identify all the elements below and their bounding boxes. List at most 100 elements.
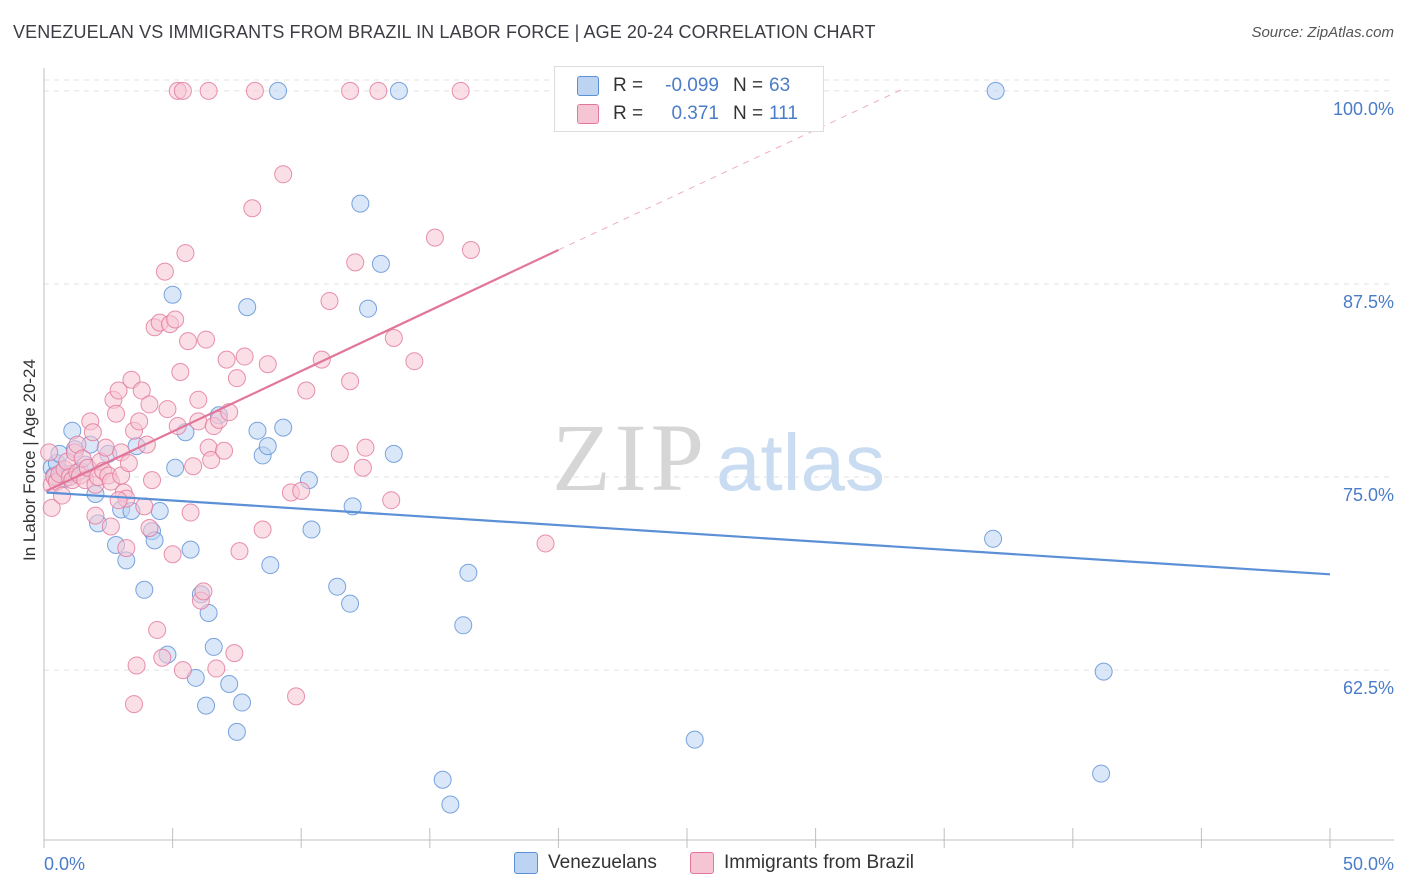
legend-row-brazil: R = 0.371 N = 111 [577,101,798,127]
data-point [536,534,555,553]
trend-lines [46,87,1331,576]
trend-line-extension [558,87,906,251]
data-point [225,644,244,663]
data-point [181,503,200,522]
data-point [292,481,311,500]
data-point [150,502,169,521]
data-point [341,594,360,613]
data-point [109,491,128,510]
data-point [297,381,316,400]
data-point [382,491,401,510]
data-point [253,520,272,539]
data-point [330,444,349,463]
data-point [119,454,138,473]
data-point [220,403,239,422]
data-point [189,390,208,409]
data-point [204,637,223,656]
data-point [233,693,252,712]
data-point [369,81,388,100]
data-point [166,458,185,477]
data-point [153,648,172,667]
data-point [42,498,61,517]
legend-r-value: -0.099 [665,75,719,96]
data-point [230,542,249,561]
data-point [238,298,257,317]
data-point [109,381,128,400]
data-point [984,529,1003,548]
data-point [220,675,239,693]
data-point [346,253,365,272]
data-point [194,582,213,601]
data-point [202,451,221,470]
legend-r-value: 0.371 [671,103,719,124]
data-point [135,580,154,599]
data-point [685,730,704,749]
data-point [353,458,372,477]
data-point [197,330,216,349]
data-point [425,228,444,247]
data-point [101,517,120,536]
data-point [140,519,159,537]
data-point [341,81,360,100]
x-tick-label: 0.0% [44,854,85,874]
data-point [461,240,480,259]
watermark-atlas: atlas [716,418,885,507]
data-point [148,620,167,639]
data-point [140,395,159,414]
data-point [351,194,370,213]
chart-title: VENEZUELAN VS IMMIGRANTS FROM BRAZIL IN … [13,22,876,42]
legend-n-label: N = [733,103,764,124]
data-point [258,437,277,456]
data-point [227,722,246,741]
data-point [371,254,390,273]
data-point [245,81,264,100]
x-tick-label: 50.0% [1343,854,1394,874]
data-point [171,363,190,381]
data-point [179,332,198,351]
data-point [243,199,262,218]
chart-source: Source: ZipAtlas.com [1251,24,1394,41]
data-point [389,81,408,100]
legend-n-value: 63 [769,75,791,96]
data-point [384,444,403,463]
data-point [320,291,339,310]
data-point [197,696,216,715]
data-point [441,795,460,814]
data-point [117,539,136,558]
gridlines [44,79,1394,671]
data-point [459,563,478,582]
data-point [986,81,1005,100]
data-point [158,400,177,419]
data-point [359,299,378,318]
data-point [163,545,182,564]
data-point [274,165,293,184]
legend-n-value: 111 [769,103,798,124]
data-point [53,486,72,505]
y-tick-label: 75.0% [1343,485,1394,505]
data-point [215,441,234,460]
data-point [341,372,360,391]
data-point [135,497,154,516]
data-point [132,381,151,400]
data-point [227,369,246,388]
data-point [181,540,200,559]
legend-swatch-brazil [577,104,599,124]
bottom-legend-swatch-brazil [690,852,714,874]
data-point [130,412,149,431]
trend-line [46,248,559,492]
tick-labels: 100.0% 87.5% 75.0% 62.5% 0.0% 50.0% [44,99,1394,874]
legend-swatch-venezuelans [577,76,599,96]
data-point [107,404,126,423]
data-point [166,310,185,329]
data-point [1092,764,1111,783]
data-point [83,423,102,442]
data-point [433,770,452,789]
data-point [207,659,226,678]
data-point [248,421,267,440]
data-point [1094,662,1113,681]
data-point [96,438,115,457]
legend-n-label: N = [733,75,764,96]
data-point [274,418,293,437]
data-point [451,81,470,100]
